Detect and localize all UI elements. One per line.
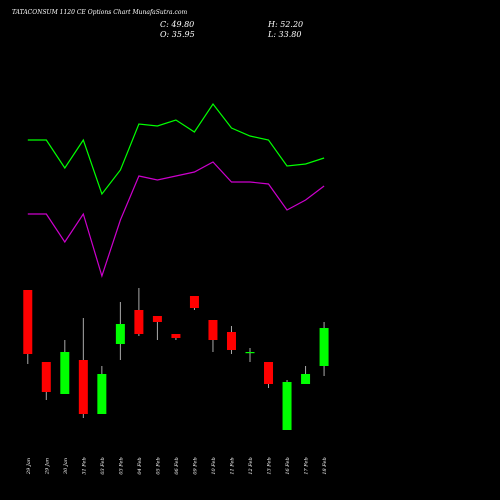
candle-body bbox=[208, 320, 218, 340]
x-tick-label: 16 Feb bbox=[285, 457, 291, 474]
x-tick-label: 30 Jan bbox=[63, 458, 69, 474]
x-tick-label: 05 Feb bbox=[155, 457, 161, 474]
candle-body bbox=[319, 328, 329, 366]
candle-body bbox=[152, 316, 162, 322]
candle-body bbox=[226, 332, 236, 350]
x-tick-label: 10 Feb bbox=[211, 457, 217, 474]
close-value: C: 49.80 bbox=[160, 20, 195, 29]
x-tick-label: 04 Feb bbox=[137, 457, 143, 474]
x-tick-label: 29 Jan bbox=[26, 458, 32, 475]
x-tick-label: 29 Jan bbox=[44, 458, 50, 475]
x-tick-label: 11 Feb bbox=[229, 457, 235, 474]
low-value: L: 33.80 bbox=[268, 30, 302, 39]
x-tick-label: 03 Feb bbox=[100, 457, 106, 474]
upper-band-line bbox=[27, 102, 325, 196]
x-tick-label: 09 Feb bbox=[192, 457, 198, 474]
candle-body bbox=[23, 290, 33, 354]
candle-body bbox=[115, 324, 125, 344]
x-tick-label: 06 Feb bbox=[174, 457, 180, 474]
high-value: H: 52.20 bbox=[268, 20, 304, 29]
lower-band-line bbox=[27, 161, 325, 278]
candle-body bbox=[301, 374, 311, 384]
candle-body bbox=[78, 360, 88, 414]
candle-body bbox=[97, 374, 107, 414]
open-value: O: 35.95 bbox=[160, 30, 195, 39]
x-tick-label: 13 Feb bbox=[267, 457, 273, 474]
candle-body bbox=[264, 362, 274, 384]
chart-title: TATACONSUM 1120 CE Options Chart MunafaS… bbox=[12, 9, 188, 16]
candle-body bbox=[189, 296, 199, 308]
x-tick-label: 12 Feb bbox=[248, 457, 254, 474]
x-tick-label: 18 Feb bbox=[322, 457, 328, 474]
x-tick-label: 17 Feb bbox=[304, 457, 310, 474]
candle-body bbox=[60, 352, 70, 394]
candle-body bbox=[171, 334, 181, 338]
candle-body bbox=[245, 352, 255, 354]
x-tick-label: 31 Feb bbox=[81, 457, 87, 474]
candle-body bbox=[134, 310, 144, 334]
candle-body bbox=[41, 362, 51, 392]
x-tick-label: 03 Feb bbox=[118, 457, 124, 474]
candle-body bbox=[282, 382, 292, 430]
